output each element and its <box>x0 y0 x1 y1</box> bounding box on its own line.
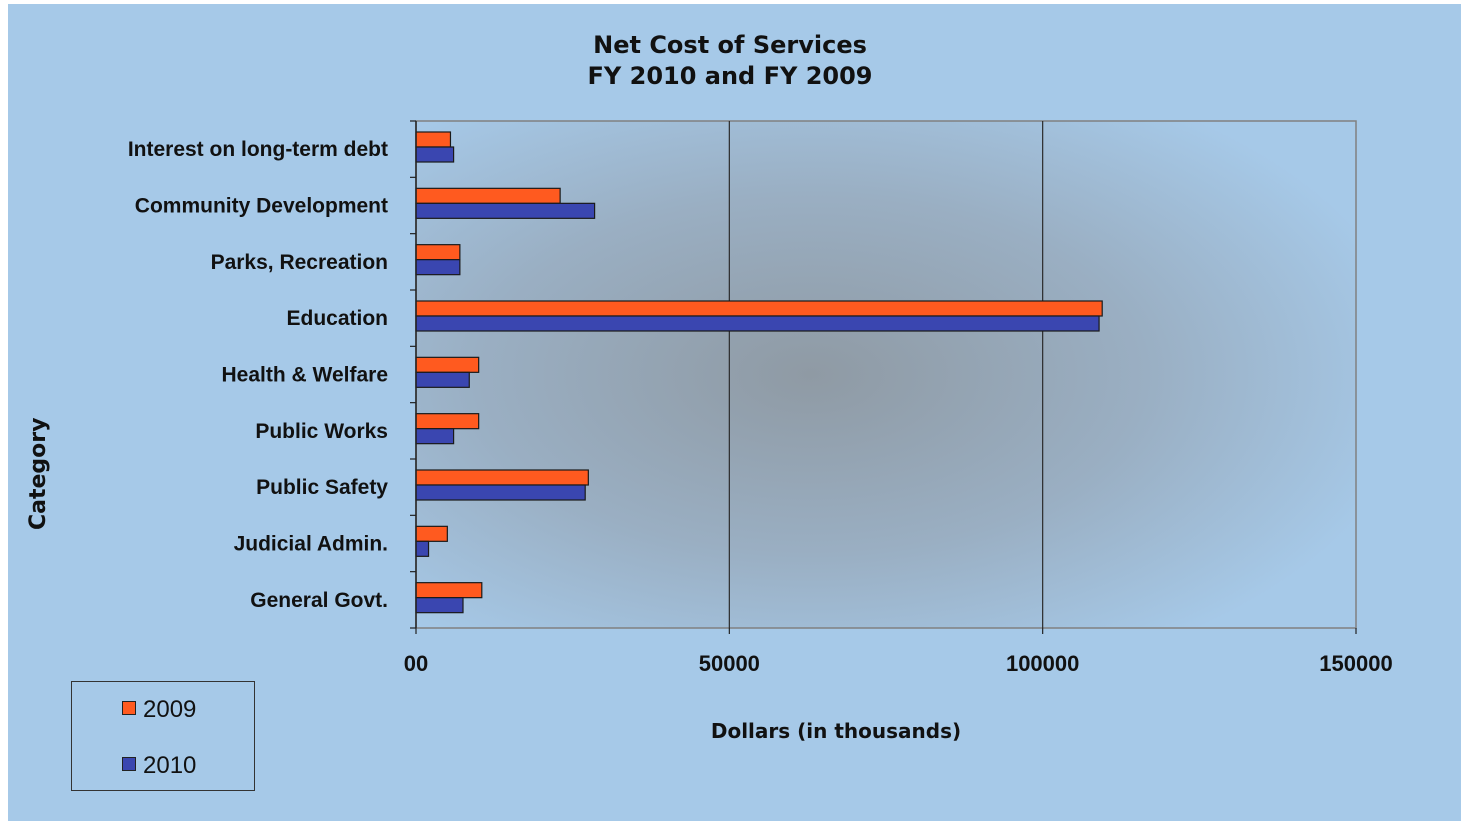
bar-2009 <box>415 582 483 599</box>
chart-title: Net Cost of Services FY 2010 and FY 2009 <box>0 30 1460 92</box>
legend-swatch-2009 <box>122 701 136 715</box>
bar-2009 <box>415 413 480 430</box>
chart-title-line-2: FY 2010 and FY 2009 <box>587 62 873 90</box>
bar-2009 <box>415 244 461 261</box>
category-label: Education <box>286 307 388 330</box>
x-tick-label: 00 <box>404 651 428 676</box>
x-tick-label: 150000 <box>1319 651 1392 676</box>
legend-swatch-2010 <box>122 757 136 771</box>
legend: 2009 2010 <box>71 681 255 791</box>
x-axis-title: Dollars (in thousands) <box>710 719 962 743</box>
category-label: Parks, Recreation <box>211 251 388 274</box>
bar-2010 <box>415 146 455 163</box>
x-tick-labels: 00 50000 100000 150000 <box>404 651 1393 676</box>
bar-2010 <box>415 202 596 219</box>
x-tick-label: 50000 <box>699 651 760 676</box>
axes <box>410 120 1357 634</box>
bar-2010 <box>415 540 430 557</box>
bar-2009 <box>415 525 448 542</box>
legend-item-2010: 2010 <box>122 752 196 780</box>
bar-2009 <box>415 356 480 373</box>
category-label: Community Development <box>135 195 388 218</box>
bar-2010 <box>415 597 464 614</box>
bar-2010 <box>415 484 586 501</box>
category-labels: Interest on long-term debt Community Deve… <box>128 138 388 612</box>
y-axis-title: Category <box>26 417 51 530</box>
bar-2010 <box>415 371 470 388</box>
category-label: General Govt. <box>250 589 388 612</box>
category-label: Public Works <box>255 420 388 443</box>
bar-2009 <box>415 469 589 486</box>
bar-2009 <box>415 300 1103 317</box>
category-label: Judicial Admin. <box>234 533 388 556</box>
bar-2009 <box>415 131 452 148</box>
x-tick-label: 100000 <box>1006 651 1079 676</box>
legend-label-2009: 2009 <box>143 696 197 723</box>
gridlines <box>728 121 1044 628</box>
legend-item-2009: 2009 <box>122 696 196 724</box>
bar-2010 <box>415 315 1100 332</box>
category-label: Interest on long-term debt <box>128 138 388 161</box>
chart-title-line-1: Net Cost of Services <box>593 31 867 59</box>
bar-2009 <box>415 187 561 204</box>
bar-2010 <box>415 259 461 276</box>
category-label: Health & Welfare <box>222 364 389 387</box>
bar-2010 <box>415 428 455 445</box>
bars <box>415 131 1103 614</box>
legend-label-2010: 2010 <box>143 752 197 779</box>
category-label: Public Safety <box>256 476 388 499</box>
